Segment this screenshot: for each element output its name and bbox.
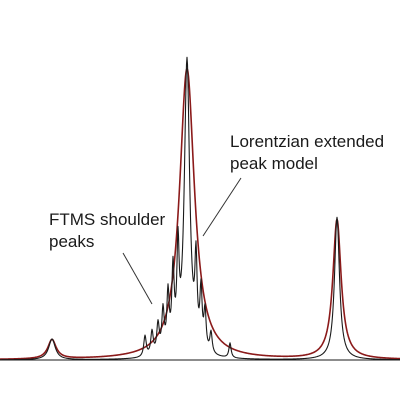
series-model-line	[0, 67, 400, 360]
annotation-lorentzian-line-2: peak model	[230, 154, 318, 173]
annotation-shoulder-line-2: peaks	[49, 232, 94, 251]
spectrum-traces	[0, 56, 400, 361]
annotation-shoulder: FTMS shoulder peaks	[49, 210, 170, 251]
annotation-lorentzian-line-1: Lorentzian extended	[230, 132, 384, 151]
annotation-leader-shoulder	[122, 252, 153, 305]
annotation-lorentzian: Lorentzian extended peak model	[230, 132, 389, 173]
annotation-shoulder-line-1: FTMS shoulder	[49, 210, 166, 229]
annotation-leader-lorentzian	[202, 177, 242, 237]
series-measured-line	[0, 56, 400, 361]
